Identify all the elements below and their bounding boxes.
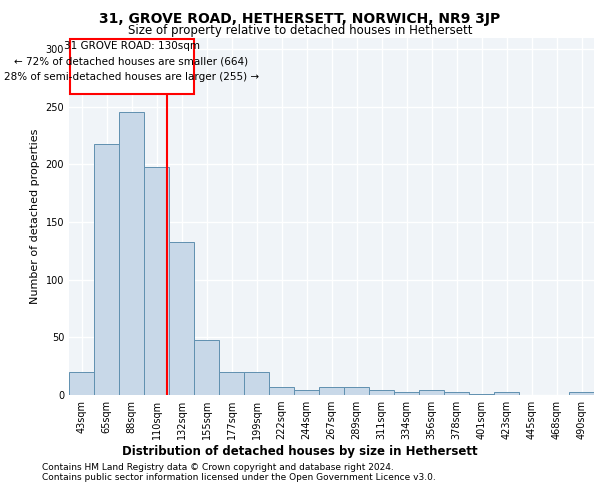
Text: 28% of semi-detached houses are larger (255) →: 28% of semi-detached houses are larger (…: [4, 72, 259, 82]
Bar: [144, 166, 169, 395]
Bar: [119, 112, 144, 395]
Bar: [219, 372, 244, 395]
Bar: [294, 390, 319, 395]
Text: Contains public sector information licensed under the Open Government Licence v3: Contains public sector information licen…: [42, 473, 436, 482]
Bar: [569, 392, 594, 395]
Text: Contains HM Land Registry data © Crown copyright and database right 2024.: Contains HM Land Registry data © Crown c…: [42, 464, 394, 472]
Bar: [94, 144, 119, 395]
Bar: [169, 242, 194, 395]
Bar: [194, 340, 219, 395]
Bar: [244, 372, 269, 395]
Y-axis label: Number of detached properties: Number of detached properties: [30, 128, 40, 304]
Bar: [494, 392, 519, 395]
Bar: [369, 390, 394, 395]
Text: Size of property relative to detached houses in Hethersett: Size of property relative to detached ho…: [128, 24, 472, 37]
Bar: [469, 394, 494, 395]
Text: 31, GROVE ROAD, HETHERSETT, NORWICH, NR9 3JP: 31, GROVE ROAD, HETHERSETT, NORWICH, NR9…: [100, 12, 500, 26]
Text: Distribution of detached houses by size in Hethersett: Distribution of detached houses by size …: [122, 444, 478, 458]
Bar: [344, 387, 369, 395]
Text: 31 GROVE ROAD: 130sqm: 31 GROVE ROAD: 130sqm: [64, 40, 199, 50]
Bar: [419, 390, 444, 395]
Bar: [394, 392, 419, 395]
FancyBboxPatch shape: [70, 38, 193, 94]
Bar: [319, 387, 344, 395]
Bar: [269, 387, 294, 395]
Bar: [444, 392, 469, 395]
Text: ← 72% of detached houses are smaller (664): ← 72% of detached houses are smaller (66…: [14, 56, 248, 66]
Bar: [69, 372, 94, 395]
